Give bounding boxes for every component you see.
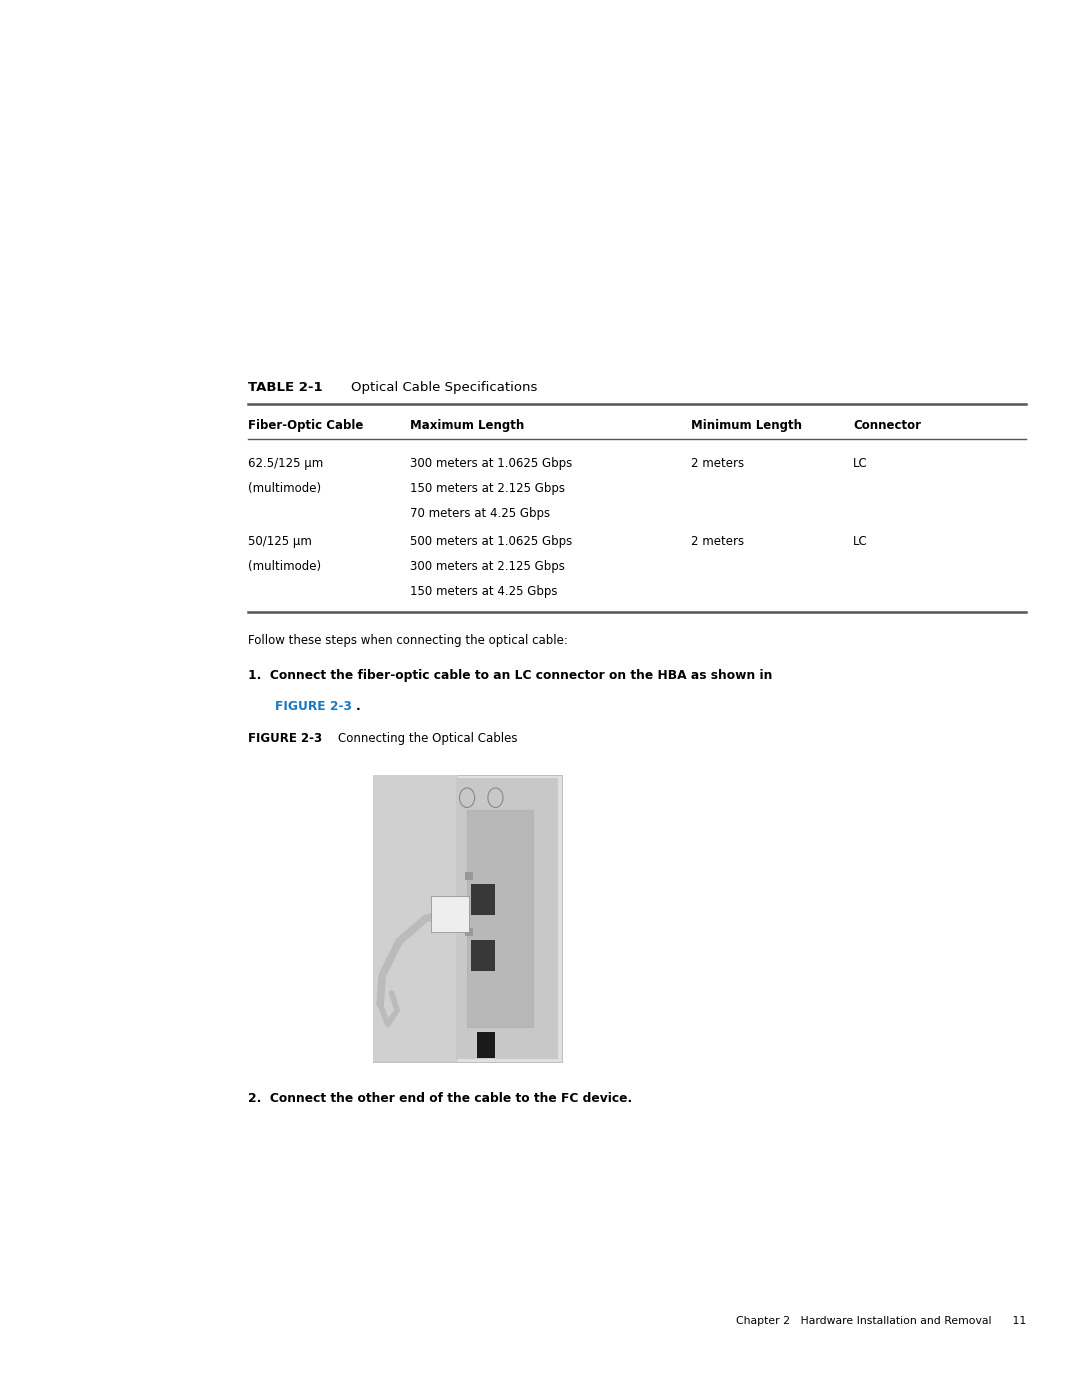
Text: FIGURE 2-3: FIGURE 2-3 [248,732,323,745]
Text: Connector: Connector [853,419,921,432]
Text: TABLE 2-1: TABLE 2-1 [248,381,323,394]
Text: 150 meters at 4.25 Gbps: 150 meters at 4.25 Gbps [410,585,558,598]
Bar [471,884,496,915]
Text: 1.  Connect the fiber-optic cable to an LC connector on the HBA as shown in: 1. Connect the fiber-optic cable to an L… [248,669,773,682]
Bar [468,810,534,1027]
Text: (multimode): (multimode) [248,560,322,573]
Text: FIGURE 2-3: FIGURE 2-3 [275,700,352,712]
Text: Connecting the Optical Cables: Connecting the Optical Cables [338,732,517,745]
Text: 150 meters at 2.125 Gbps: 150 meters at 2.125 Gbps [410,482,566,495]
Text: Chapter 2   Hardware Installation and Removal      11: Chapter 2 Hardware Installation and Remo… [735,1316,1026,1326]
Bar [373,775,562,1062]
Text: 50/125 μm: 50/125 μm [248,535,312,548]
Text: 300 meters at 1.0625 Gbps: 300 meters at 1.0625 Gbps [410,457,572,469]
Text: LC: LC [853,535,868,548]
Bar [471,940,496,971]
Text: Fiber-Optic Cable: Fiber-Optic Cable [248,419,364,432]
Text: .: . [355,700,360,712]
Bar [465,872,473,880]
Text: (multimode): (multimode) [248,482,322,495]
Text: 62.5/125 μm: 62.5/125 μm [248,457,324,469]
Text: Minimum Length: Minimum Length [691,419,802,432]
Text: 2 meters: 2 meters [691,457,744,469]
Bar [476,1032,496,1058]
Text: Follow these steps when connecting the optical cable:: Follow these steps when connecting the o… [248,634,568,647]
Bar [431,897,469,933]
Text: Optical Cable Specifications: Optical Cable Specifications [351,381,538,394]
Bar [465,928,473,936]
Text: 70 meters at 4.25 Gbps: 70 meters at 4.25 Gbps [410,507,551,520]
Text: 300 meters at 2.125 Gbps: 300 meters at 2.125 Gbps [410,560,565,573]
Text: 2.  Connect the other end of the cable to the FC device.: 2. Connect the other end of the cable to… [248,1092,633,1105]
Text: Maximum Length: Maximum Length [410,419,525,432]
Bar [456,778,557,1059]
Text: LC: LC [853,457,868,469]
Text: 2 meters: 2 meters [691,535,744,548]
Bar [373,775,458,1062]
Text: 500 meters at 1.0625 Gbps: 500 meters at 1.0625 Gbps [410,535,572,548]
